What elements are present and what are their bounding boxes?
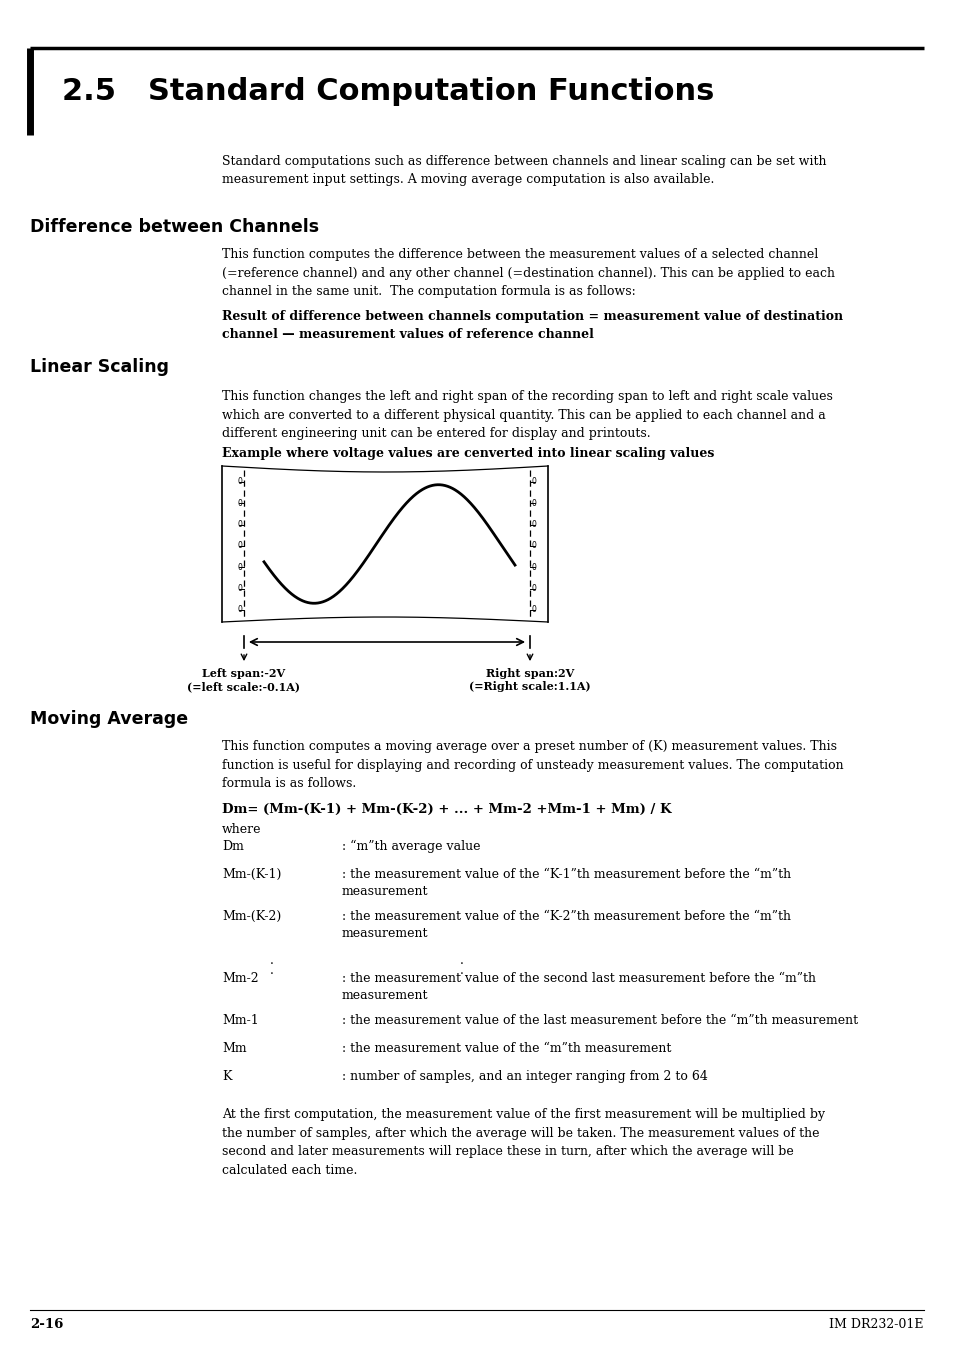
Text: Standard computations such as difference between channels and linear scaling can: Standard computations such as difference…	[222, 155, 825, 186]
Text: : the measurement value of the second last measurement before the “m”th
measurem: : the measurement value of the second la…	[341, 971, 815, 1002]
Text: Example where voltage values are cenverted into linear scaling values: Example where voltage values are cenvert…	[222, 447, 714, 459]
Text: 0: 0	[532, 563, 537, 571]
Text: Right span:2V
(=Right scale:1.1A): Right span:2V (=Right scale:1.1A)	[469, 667, 590, 692]
Text: Dm: Dm	[222, 840, 244, 852]
Text: K: K	[222, 1070, 232, 1084]
Text: : “m”th average value: : “m”th average value	[341, 840, 480, 854]
Text: This function changes the left and right span of the recording span to left and : This function changes the left and right…	[222, 390, 832, 440]
Text: 0: 0	[237, 499, 242, 508]
Text: 0: 0	[532, 542, 537, 550]
Text: 0: 0	[237, 542, 242, 550]
Text: 2.5   Standard Computation Functions: 2.5 Standard Computation Functions	[62, 77, 714, 107]
Text: : number of samples, and an integer ranging from 2 to 64: : number of samples, and an integer rang…	[341, 1070, 707, 1084]
Text: At the first computation, the measurement value of the first measurement will be: At the first computation, the measuremen…	[222, 1108, 824, 1177]
Text: Mm-2: Mm-2	[222, 971, 258, 985]
Text: 0: 0	[532, 520, 537, 530]
Text: 0: 0	[237, 584, 242, 593]
Text: : the measurement value of the last measurement before the “m”th measurement: : the measurement value of the last meas…	[341, 1015, 858, 1027]
Text: Mm-(K-1): Mm-(K-1)	[222, 867, 281, 881]
Text: This function computes the difference between the measurement values of a select: This function computes the difference be…	[222, 249, 834, 299]
Text: 0: 0	[237, 520, 242, 530]
Text: 0: 0	[237, 605, 242, 615]
Text: Mm-1: Mm-1	[222, 1015, 258, 1027]
Text: .: .	[270, 954, 274, 967]
Text: where: where	[222, 823, 261, 836]
Text: .: .	[459, 954, 463, 967]
Text: 0: 0	[237, 477, 242, 486]
Text: .: .	[459, 965, 463, 977]
Text: Result of difference between channels computation = measurement value of destina: Result of difference between channels co…	[222, 309, 842, 342]
Text: Dm= (Mm-(K-1) + Mm-(K-2) + ... + Mm-2 +Mm-1 + Mm) / K: Dm= (Mm-(K-1) + Mm-(K-2) + ... + Mm-2 +M…	[222, 802, 671, 816]
Text: : the measurement value of the “K-2”th measurement before the “m”th
measurement: : the measurement value of the “K-2”th m…	[341, 911, 790, 940]
Text: 0: 0	[532, 477, 537, 486]
Text: This function computes a moving average over a preset number of (K) measurement : This function computes a moving average …	[222, 740, 842, 790]
Text: 0: 0	[237, 563, 242, 571]
Text: .: .	[270, 965, 274, 977]
Text: Mm-(K-2): Mm-(K-2)	[222, 911, 281, 923]
Text: 2-16: 2-16	[30, 1319, 63, 1331]
Text: Left span:-2V
(=left scale:-0.1A): Left span:-2V (=left scale:-0.1A)	[188, 667, 300, 692]
Text: Linear Scaling: Linear Scaling	[30, 358, 169, 376]
Text: IM DR232-01E: IM DR232-01E	[828, 1319, 923, 1331]
Text: Difference between Channels: Difference between Channels	[30, 218, 319, 236]
Text: 0: 0	[532, 605, 537, 615]
Text: 0: 0	[532, 499, 537, 508]
Text: Mm: Mm	[222, 1042, 247, 1055]
Text: : the measurement value of the “m”th measurement: : the measurement value of the “m”th mea…	[341, 1042, 671, 1055]
Text: Moving Average: Moving Average	[30, 711, 188, 728]
Text: : the measurement value of the “K-1”th measurement before the “m”th
measurement: : the measurement value of the “K-1”th m…	[341, 867, 790, 898]
Text: 0: 0	[532, 584, 537, 593]
